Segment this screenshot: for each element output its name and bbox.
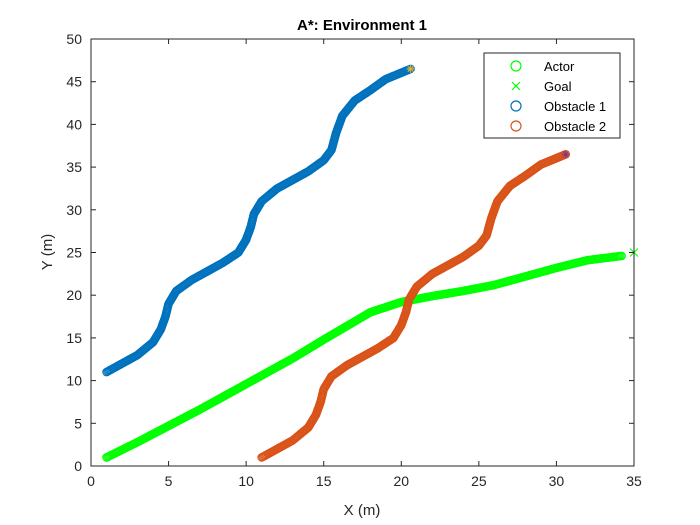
x-tick-label: 10 (238, 473, 254, 489)
chart-title: A*: Environment 1 (297, 17, 427, 34)
legend-marker (510, 100, 522, 112)
data-point (617, 251, 626, 261)
x-tick-label: 0 (87, 473, 95, 489)
legend-item: Actor (510, 59, 575, 74)
legend-marker (510, 120, 522, 132)
x-tick-label: 35 (626, 473, 642, 489)
y-tick-label: 50 (66, 31, 82, 47)
legend-marker (511, 81, 521, 91)
y-tick-label: 40 (66, 116, 82, 132)
legend-item: Obstacle 1 (510, 99, 606, 114)
legend-label: Obstacle 2 (544, 119, 606, 134)
legend-marker (510, 60, 522, 72)
y-tick-label: 25 (66, 245, 82, 261)
legend-label: Goal (544, 79, 572, 94)
x-tick-label: 30 (549, 473, 565, 489)
endpoint-marker (561, 150, 570, 159)
x-tick-label: 20 (393, 473, 409, 489)
y-tick-label: 35 (66, 159, 82, 175)
tick-layer: 0 5 10 15 20 25 30 35 0 5 10 15 20 25 30 35 40 45 50 (66, 31, 642, 489)
series-obstacle-2 (257, 149, 571, 462)
legend-item: Obstacle 2 (510, 119, 606, 134)
x-tick-label: 15 (316, 473, 332, 489)
y-tick-label: 10 (66, 373, 82, 389)
series-obstacle-1 (102, 64, 415, 377)
y-tick-label: 0 (74, 458, 82, 474)
legend: Actor Goal Obstacle 1 Obstacle 2 (483, 52, 621, 139)
legend-label: Actor (544, 59, 575, 74)
series-actor (102, 251, 626, 462)
x-axis-label: X (m) (344, 502, 381, 519)
x-tick-label: 25 (471, 473, 487, 489)
endpoint-marker (406, 64, 415, 73)
y-tick-label: 20 (66, 287, 82, 303)
x-tick-label: 5 (165, 473, 173, 489)
legend-item: Goal (511, 79, 572, 94)
legend-box (483, 52, 621, 139)
y-tick-label: 45 (66, 74, 82, 90)
y-tick-label: 5 (74, 415, 82, 431)
legend-label: Obstacle 1 (544, 99, 606, 114)
y-axis-label: Y (m) (39, 234, 56, 270)
series-layer (102, 64, 639, 462)
y-tick-label: 30 (66, 202, 82, 218)
y-tick-label: 15 (66, 330, 82, 346)
